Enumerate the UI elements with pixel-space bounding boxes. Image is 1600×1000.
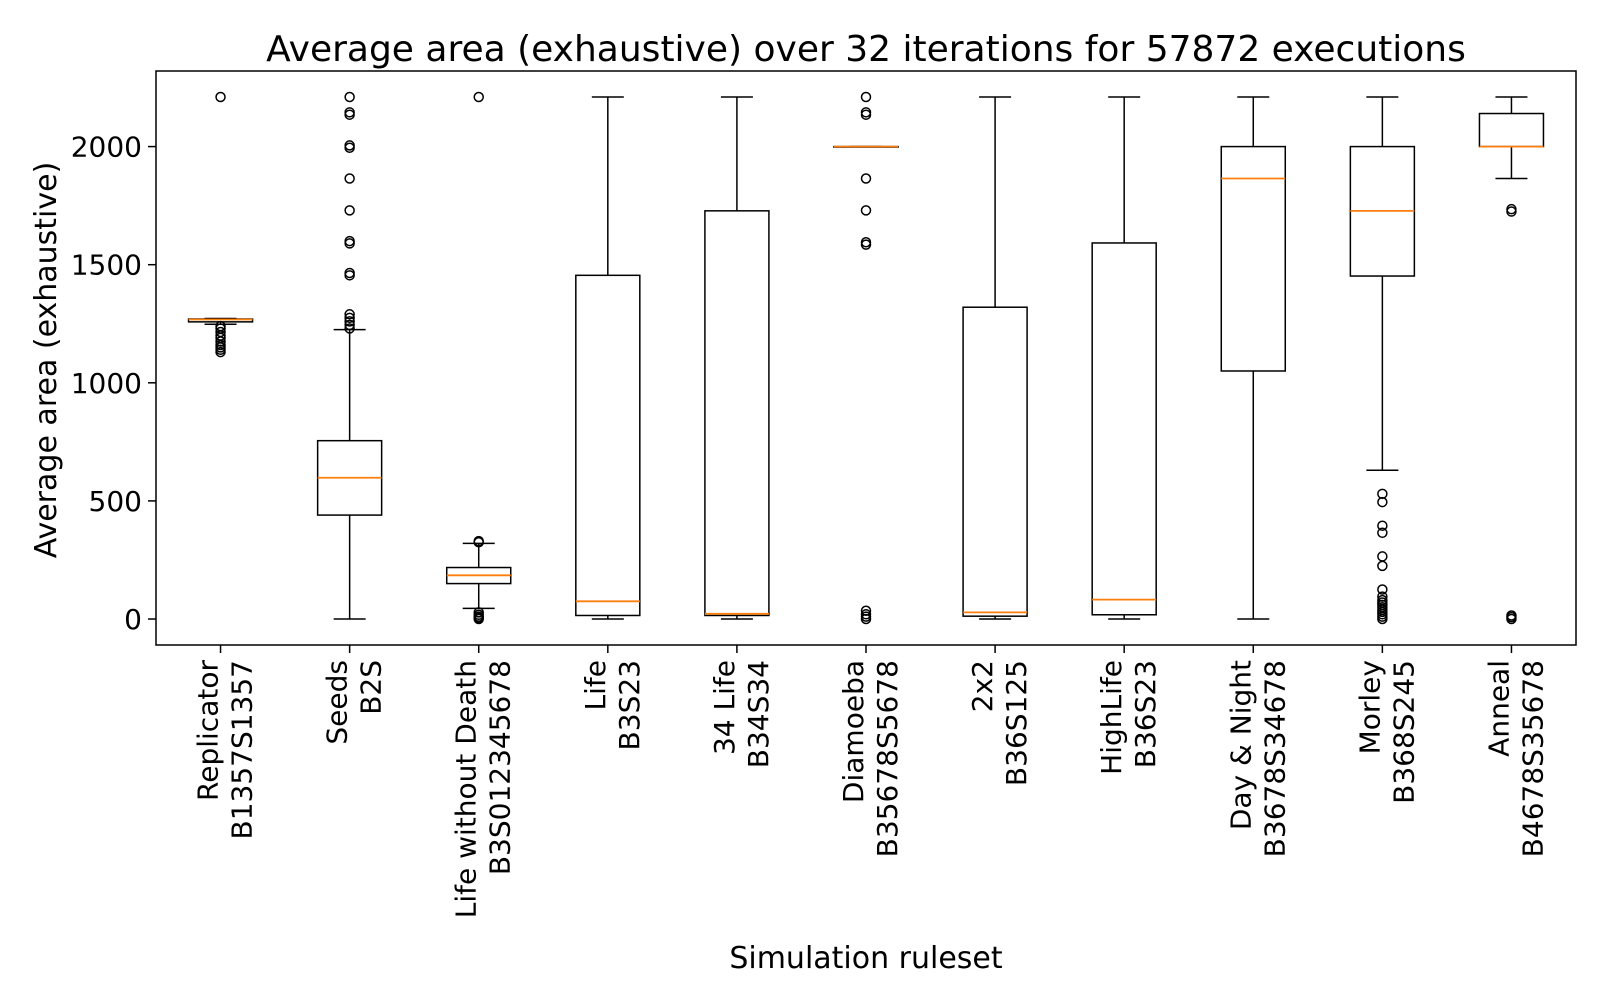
outlier-point [1377, 560, 1388, 572]
x-tick-label-rule: B3S23 [613, 660, 646, 750]
x-tick-label-name: HighLife [1095, 660, 1128, 775]
box [1091, 242, 1157, 616]
outlier-point [1377, 591, 1388, 602]
x-tick-label-rule: B36S23 [1129, 660, 1162, 768]
x-tick-label-rule: B36S125 [1000, 660, 1033, 786]
outlier-point [473, 91, 484, 103]
y-tick-label: 1500 [71, 249, 142, 282]
x-tick-label-name: Replicator [192, 660, 225, 801]
outlier-point [1377, 594, 1388, 606]
outlier-point [860, 205, 872, 216]
x-tick-label-name: Seeds [321, 660, 354, 745]
outlier-point [1377, 527, 1388, 539]
box [1478, 112, 1545, 148]
outlier-point [344, 309, 355, 320]
x-tick-label-rule: B3678S34678 [1258, 660, 1291, 857]
x-tick-label-name: Diamoeba [837, 660, 870, 803]
outlier-point [1377, 520, 1388, 531]
x-tick-label-rule: B34S34 [742, 660, 775, 768]
plot-frame [155, 70, 1577, 646]
outlier-point [1377, 584, 1388, 595]
x-tick-label-name: Day & Night [1224, 660, 1257, 830]
x-tick-label-rule: B368S245 [1387, 660, 1420, 804]
outlier-point [344, 267, 355, 279]
outlier-point [473, 607, 484, 618]
x-tick-label-name: 34 Life [708, 660, 741, 755]
outlier-point [344, 91, 355, 103]
x-tick-label-name: Life without Death [450, 660, 483, 918]
outlier-point [215, 320, 226, 332]
x-tick-label-rule: B3S012345678 [484, 660, 517, 875]
outlier-point [860, 107, 872, 118]
outlier-point [860, 237, 872, 248]
outlier-point [860, 609, 872, 620]
outlier-point [344, 140, 355, 151]
outlier-point [1506, 203, 1517, 215]
outlier-point [860, 91, 872, 103]
outlier-point [215, 326, 226, 338]
outlier-point [860, 605, 872, 616]
x-tick-label-name: 2x2 [966, 660, 999, 712]
x-tick-label-name: Morley [1353, 660, 1386, 754]
outlier-point [344, 173, 355, 184]
x-tick-label-rule: B35678S5678 [871, 660, 904, 857]
x-tick-label-name: Life [579, 660, 612, 710]
box [575, 274, 641, 617]
y-axis-label: Average area (exhaustive) [29, 162, 64, 559]
outlier-point [1377, 551, 1388, 562]
outlier-point [473, 535, 484, 547]
x-tick-label-rule: B1357S1357 [226, 660, 259, 840]
outlier-point [344, 107, 355, 118]
outlier-point [860, 173, 872, 184]
outlier-point [344, 316, 355, 327]
y-tick-label: 1000 [71, 367, 142, 400]
box [704, 210, 770, 617]
outlier-point [1506, 610, 1517, 621]
x-tick-label-rule: B4678S35678 [1516, 660, 1549, 857]
box [1220, 145, 1287, 372]
outlier-point [1377, 488, 1388, 500]
outlier-point [344, 205, 355, 216]
outlier-point [344, 312, 355, 324]
y-tick-label: 0 [124, 603, 142, 636]
y-tick-label: 2000 [71, 131, 142, 164]
outlier-point [344, 319, 355, 331]
plot-area: 0 500 1000 1500 2000 Replicator B1357S1357 Seed… [71, 70, 1577, 918]
x-tick-label-rule: B2S [355, 660, 388, 715]
outlier-point [215, 91, 226, 103]
box [962, 306, 1028, 617]
x-tick-label-name: Anneal [1482, 660, 1515, 757]
x-axis-label: Simulation ruleset [729, 941, 1003, 976]
chart-title: Average area (exhaustive) over 32 iterat… [266, 29, 1466, 70]
outlier-point [344, 235, 355, 247]
y-tick-label: 500 [89, 485, 142, 518]
outlier-point [344, 323, 355, 334]
